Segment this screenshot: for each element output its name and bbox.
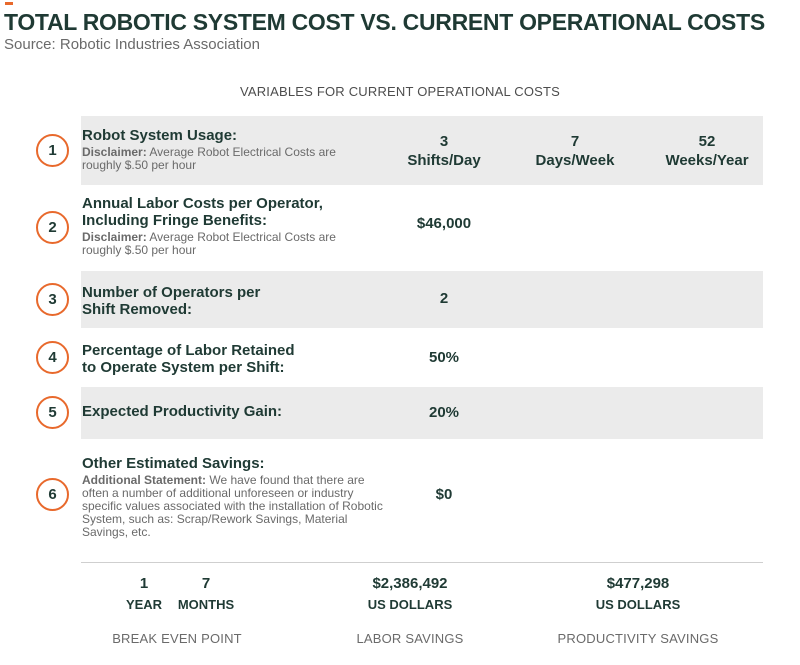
labor-savings-caption: LABOR SAVINGS — [356, 631, 464, 646]
labor-retained-value: 50% — [428, 349, 460, 366]
row-label: Robot System Usage: — [82, 127, 238, 144]
row-note: Additional Statement: We have found that… — [82, 474, 387, 539]
break-even-years-value: 1 — [139, 575, 149, 592]
productivity-savings-value: $477,298 — [606, 575, 670, 592]
break-even-caption: BREAK EVEN POINT — [112, 631, 242, 646]
row-number-badge: 2 — [36, 211, 69, 244]
productivity-savings-unit: US DOLLARS — [595, 597, 681, 612]
labor-cost-value: $46,000 — [416, 215, 472, 232]
row-label: Annual Labor Costs per Operator, Includi… — [82, 195, 323, 229]
break-even-years-unit: YEAR — [125, 597, 163, 612]
row-note: Disclaimer: Average Robot Electrical Cos… — [82, 231, 352, 257]
row-number-badge: 3 — [36, 283, 69, 316]
section-heading: VARIABLES FOR CURRENT OPERATIONAL COSTS — [239, 84, 561, 99]
row-label-block: Number of Operators per Shift Removed: — [82, 284, 352, 318]
row-label-block: Other Estimated Savings: Additional Stat… — [82, 455, 387, 539]
break-even-months-unit: MONTHS — [177, 597, 235, 612]
row-label: Other Estimated Savings: — [82, 455, 265, 472]
variable-row-3 — [81, 271, 763, 328]
row-label-block: Expected Productivity Gain: — [82, 403, 352, 420]
row-number-badge: 5 — [36, 396, 69, 429]
usage-days-per-week: 7 Days/Week — [535, 133, 615, 169]
row-label: Number of Operators per Shift Removed: — [82, 284, 261, 318]
labor-savings-value: $2,386,492 — [372, 575, 448, 592]
other-savings-value: $0 — [435, 486, 453, 503]
row-note-bold: Additional Statement: — [82, 473, 207, 487]
row-note-text: We have found that there are often a num… — [82, 473, 383, 539]
break-even-months-value: 7 — [201, 575, 211, 592]
accent-mark — [5, 2, 13, 5]
row-note-bold: Disclaimer: — [82, 230, 147, 244]
variable-row-1 — [81, 116, 763, 185]
variable-row-5 — [81, 387, 763, 439]
row-label-block: Annual Labor Costs per Operator, Includi… — [82, 195, 352, 257]
usage-weeks-per-year: 52 Weeks/Year — [665, 133, 749, 169]
summary-divider — [81, 562, 763, 563]
row-label: Expected Productivity Gain: — [82, 403, 283, 420]
row-note: Disclaimer: Average Robot Electrical Cos… — [82, 146, 352, 172]
page-title: TOTAL ROBOTIC SYSTEM COST VS. CURRENT OP… — [4, 9, 765, 35]
productivity-gain-value: 20% — [428, 404, 460, 421]
row-label-block: Percentage of Labor Retained to Operate … — [82, 342, 352, 376]
row-label: Percentage of Labor Retained to Operate … — [82, 342, 295, 376]
labor-savings-unit: US DOLLARS — [367, 597, 453, 612]
row-note-text: Average Robot Electrical Costs are rough… — [82, 145, 336, 172]
row-note-bold: Disclaimer: — [82, 145, 147, 159]
row-number-badge: 1 — [36, 134, 69, 167]
row-label-block: Robot System Usage: Disclaimer: Average … — [82, 127, 352, 172]
row-number-badge: 4 — [36, 341, 69, 374]
operators-removed-value: 2 — [439, 290, 449, 307]
usage-shifts-per-day: 3 Shifts/Day — [407, 133, 481, 169]
row-number-badge: 6 — [36, 478, 69, 511]
row-note-text: Average Robot Electrical Costs are rough… — [82, 230, 336, 257]
source-line: Source: Robotic Industries Association — [4, 36, 260, 53]
productivity-savings-caption: PRODUCTIVITY SAVINGS — [557, 631, 719, 646]
